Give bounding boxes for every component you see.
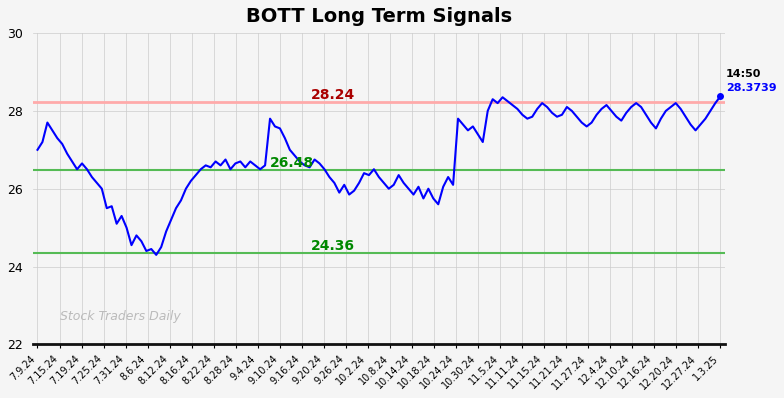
Text: 26.48: 26.48 [270,156,314,170]
Text: 28.24: 28.24 [311,88,355,102]
Text: 14:50: 14:50 [726,69,761,79]
Title: BOTT Long Term Signals: BOTT Long Term Signals [246,7,512,26]
Text: Stock Traders Daily: Stock Traders Daily [60,310,181,323]
Text: 28.3739: 28.3739 [726,83,776,93]
Text: 24.36: 24.36 [311,239,355,253]
